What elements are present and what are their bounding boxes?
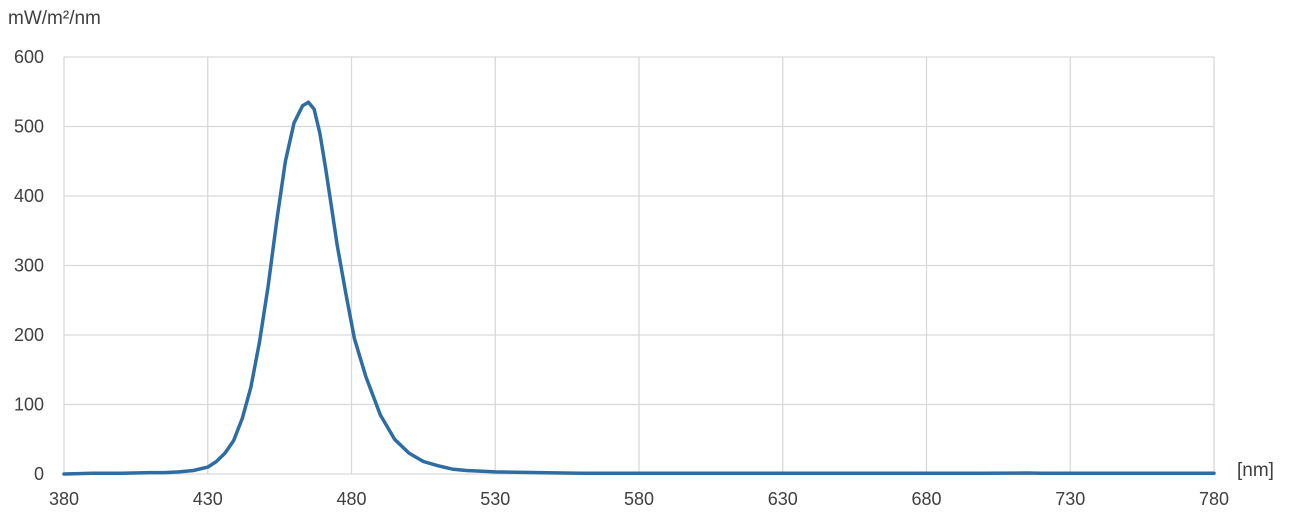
x-tick-label: 380 [49, 489, 79, 509]
y-tick-label: 300 [14, 256, 44, 276]
spectrum-series-line [62, 100, 1216, 476]
y-tick-label: 200 [14, 325, 44, 345]
x-tick-label: 780 [1199, 489, 1229, 509]
y-tick-label: 100 [14, 395, 44, 415]
y-tick-label: 500 [14, 117, 44, 137]
y-axis-unit: mW/m²/nm [8, 8, 101, 29]
y-tick-label: 0 [34, 464, 44, 484]
grid-layer [63, 56, 1215, 475]
x-tick-label: 630 [768, 489, 798, 509]
x-tick-label: 730 [1055, 489, 1085, 509]
x-tick-label: 580 [624, 489, 654, 509]
x-tick-label: 530 [480, 489, 510, 509]
series-layer [62, 100, 1216, 476]
tick-label-layer: 0 100 200 300 400 500 600 380 430 480 530 580 630 680… [14, 47, 1229, 509]
x-tick-label: 430 [193, 489, 223, 509]
x-tick-label: 680 [911, 489, 941, 509]
y-tick-label: 400 [14, 186, 44, 206]
x-tick-label: 480 [336, 489, 366, 509]
y-tick-label: 600 [14, 47, 44, 67]
x-axis-unit: [nm] [1237, 460, 1274, 481]
